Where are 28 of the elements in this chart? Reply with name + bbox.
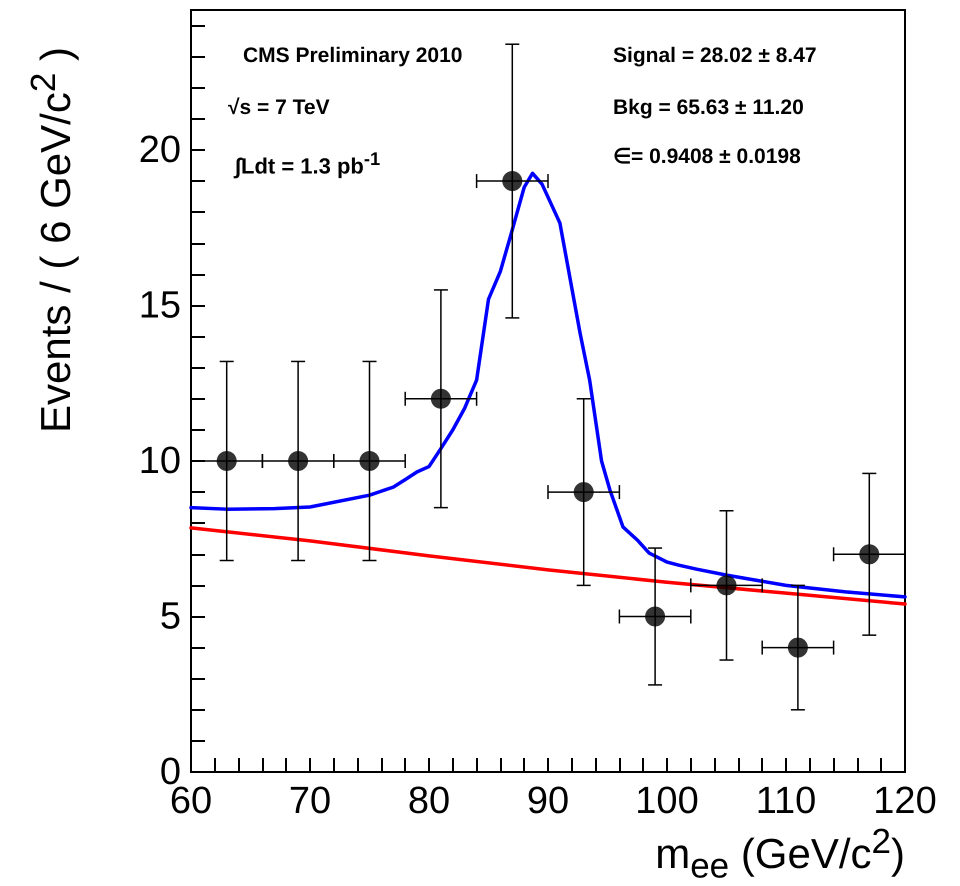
- annotation: CMS Preliminary 2010: [243, 44, 462, 68]
- annotation: ∫Ldt = 1.3 pb$^{-1}$: [235, 148, 380, 180]
- point: [430, 388, 451, 409]
- x-tick-label: 120: [873, 780, 937, 822]
- point: [859, 544, 880, 564]
- x-tick-label: 90: [526, 780, 570, 822]
- x-tick-label: 80: [408, 780, 450, 822]
- x-tick-label: 110: [756, 780, 816, 822]
- x-axis-title: m$_{ee}$ (GeV/c$^{2}$): [655, 822, 905, 886]
- annotation: Signal = 28.02 ± 8.47: [613, 44, 817, 68]
- point: [502, 171, 522, 192]
- y-tick-label: 15: [138, 284, 181, 326]
- x-tick-label: 70: [288, 780, 332, 822]
- line-series: [189, 526, 907, 606]
- y-tick-label: 10: [138, 440, 181, 482]
- annotation: Bkg = 65.63 ± 11.20: [613, 96, 804, 120]
- point: [288, 450, 308, 471]
- point: [716, 575, 736, 596]
- annotation: ∈= 0.9408 ± 0.0198: [613, 144, 801, 169]
- annotation: √s = 7 TeV: [228, 96, 330, 120]
- y-tick-label: 20: [138, 128, 181, 171]
- point: [788, 638, 808, 658]
- point: [645, 606, 666, 626]
- point: [574, 482, 594, 502]
- point: [216, 450, 237, 471]
- point: [360, 450, 380, 471]
- y-tick-label: 5: [160, 595, 181, 638]
- x-tick-label: 100: [635, 780, 699, 822]
